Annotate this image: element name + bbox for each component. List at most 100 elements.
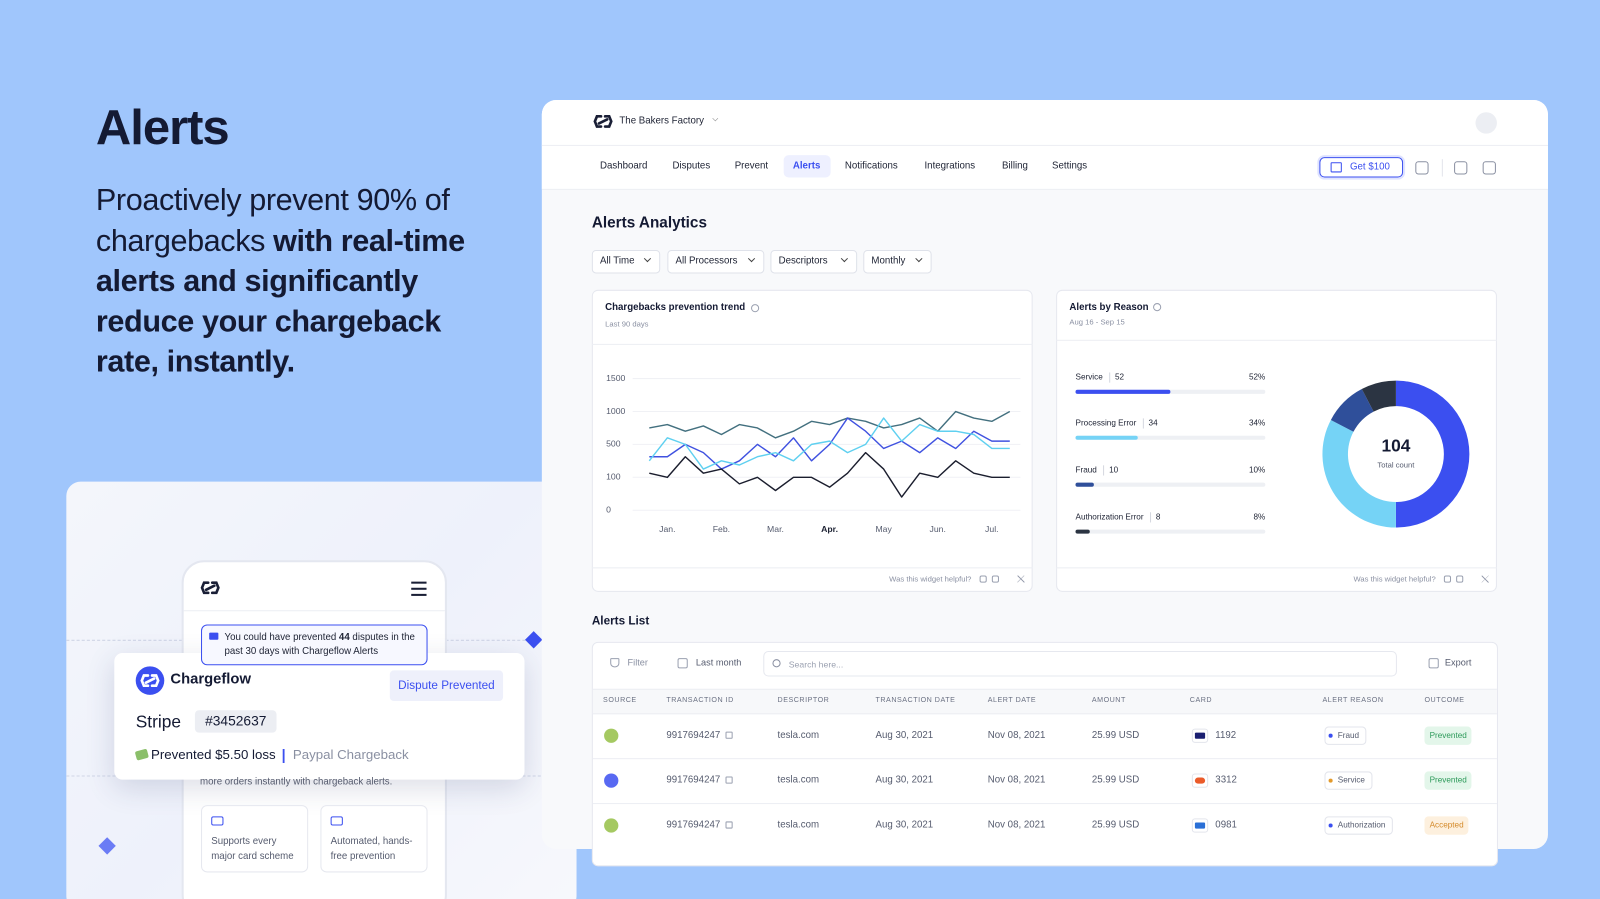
thumb[interactable] — [991, 575, 999, 583]
y-tick-label: 500 — [606, 439, 621, 449]
reason-label: Authorization Error — [1075, 512, 1144, 522]
section-title: Alerts Analytics — [591, 214, 707, 232]
alert-text: disputes in the past 30 days with Charge… — [224, 631, 415, 658]
filter-icon — [610, 658, 620, 668]
filter[interactable] — [591, 249, 661, 274]
table-cell: Nov 08, 2021 — [987, 774, 1046, 786]
reason-bar — [1075, 389, 1171, 394]
reason-bar — [1075, 435, 1138, 440]
nav-item[interactable]: Billing — [1002, 160, 1028, 172]
search-placeholder: Search here... — [788, 658, 844, 670]
widget-divider — [591, 567, 1033, 569]
filter-label: Monthly — [871, 254, 906, 267]
nav-item[interactable]: Dashboard — [599, 160, 648, 172]
table-cell: 1192 — [1215, 729, 1237, 741]
filter-label: All Time — [599, 254, 635, 267]
reason-dot — [1328, 823, 1333, 828]
feature-text: Supports every major card scheme — [211, 835, 294, 863]
nav-item[interactable]: Notifications — [844, 160, 898, 172]
table-cell[interactable]: 9917694247 — [666, 819, 721, 831]
calendar-icon — [677, 658, 688, 669]
dispute-id: #3452637 — [194, 710, 277, 733]
card-brand — [1194, 732, 1206, 739]
logo-mark — [200, 581, 220, 595]
logo — [593, 114, 613, 128]
table-cell: Nov 08, 2021 — [987, 729, 1046, 741]
reason-dot — [1328, 733, 1333, 738]
widget-divider — [1056, 567, 1497, 569]
donut-chart: 104 Total count — [1322, 380, 1470, 528]
x-tick-label: Jan. — [659, 524, 675, 534]
nav-item[interactable]: Integrations — [924, 160, 976, 172]
thumb[interactable] — [1456, 575, 1464, 583]
logo-mark — [593, 114, 613, 128]
table-cell: tesla.com — [777, 774, 820, 786]
source-icon — [604, 818, 619, 833]
thumb[interactable] — [1443, 575, 1452, 583]
tool-icon[interactable] — [1454, 161, 1468, 175]
logo — [200, 581, 220, 595]
bar-track — [1075, 482, 1266, 487]
donut-total-label: Total count — [1377, 460, 1415, 469]
table-head — [592, 688, 1497, 715]
avatar — [1475, 112, 1497, 134]
toolbar-export[interactable]: Export — [1444, 657, 1472, 668]
brand-name: Chargeflow — [170, 671, 251, 688]
table-cell: 3312 — [1215, 774, 1237, 786]
widget-divider — [591, 343, 1033, 345]
reason-pill: Service — [1324, 771, 1373, 790]
y-tick-label: 0 — [606, 505, 611, 515]
filter[interactable] — [863, 249, 932, 274]
reason-bar — [1075, 529, 1091, 534]
cta-button[interactable]: Get $100 — [1319, 157, 1404, 178]
tool-icon[interactable] — [1482, 161, 1496, 175]
y-tick-label: 100 — [606, 472, 621, 482]
reason-label: Service — [1075, 372, 1103, 382]
filter[interactable] — [770, 249, 858, 274]
logo — [140, 674, 160, 688]
reason-dot — [1328, 778, 1333, 783]
y-tick-label: 1000 — [606, 406, 625, 416]
status-badge: Dispute Prevented — [389, 670, 504, 702]
tool-icon[interactable] — [1415, 161, 1429, 175]
line-series — [649, 417, 1010, 470]
outcome-pill: Prevented — [1424, 726, 1472, 745]
tool-sep — [1441, 159, 1443, 177]
widget-divider — [1056, 339, 1497, 341]
toolbar-period[interactable]: Last month — [695, 657, 742, 668]
nav-item[interactable]: Disputes — [672, 160, 711, 172]
nav-item[interactable]: Settings — [1052, 160, 1088, 172]
x-tick-label: Feb. — [713, 524, 730, 534]
source-icon — [604, 773, 619, 788]
column-header: CARD — [1189, 696, 1213, 704]
table-cell: 25.99 USD — [1091, 819, 1140, 831]
table-cell[interactable]: 9917694247 — [666, 774, 721, 786]
reason-bar — [1075, 482, 1094, 487]
alert-text: You could have prevented — [224, 631, 339, 643]
column-header: TRANSACTION DATE — [875, 696, 956, 704]
line-series — [649, 410, 1011, 439]
filter-label: Descriptors — [778, 254, 828, 267]
filter[interactable] — [667, 249, 765, 274]
table-cell[interactable]: 9917694247 — [666, 729, 721, 741]
alert-box: You could have prevented 44 disputes in … — [201, 624, 428, 666]
thumb[interactable] — [979, 575, 987, 583]
table-cell: Aug 30, 2021 — [875, 774, 934, 786]
link-icon — [725, 821, 733, 829]
feedback: Was this widget helpful? — [1353, 574, 1436, 585]
x-tick-label: Apr. — [821, 524, 838, 534]
reason-pill: Fraud — [1324, 726, 1367, 745]
nav-item[interactable]: Alerts — [792, 160, 821, 172]
nav-item[interactable]: Prevent — [734, 160, 769, 172]
reason-count: 52 — [1114, 372, 1125, 382]
menu-line — [411, 593, 427, 596]
reason-percent: 8% — [1253, 512, 1266, 522]
table-cell: tesla.com — [777, 819, 820, 831]
feature-icon — [211, 816, 224, 826]
table-cell: Aug 30, 2021 — [875, 819, 934, 831]
hero-title: Alerts — [95, 101, 230, 156]
search-box[interactable] — [763, 651, 1397, 677]
table-cell: Aug 30, 2021 — [875, 729, 934, 741]
toolbar-filter[interactable]: Filter — [627, 657, 648, 668]
